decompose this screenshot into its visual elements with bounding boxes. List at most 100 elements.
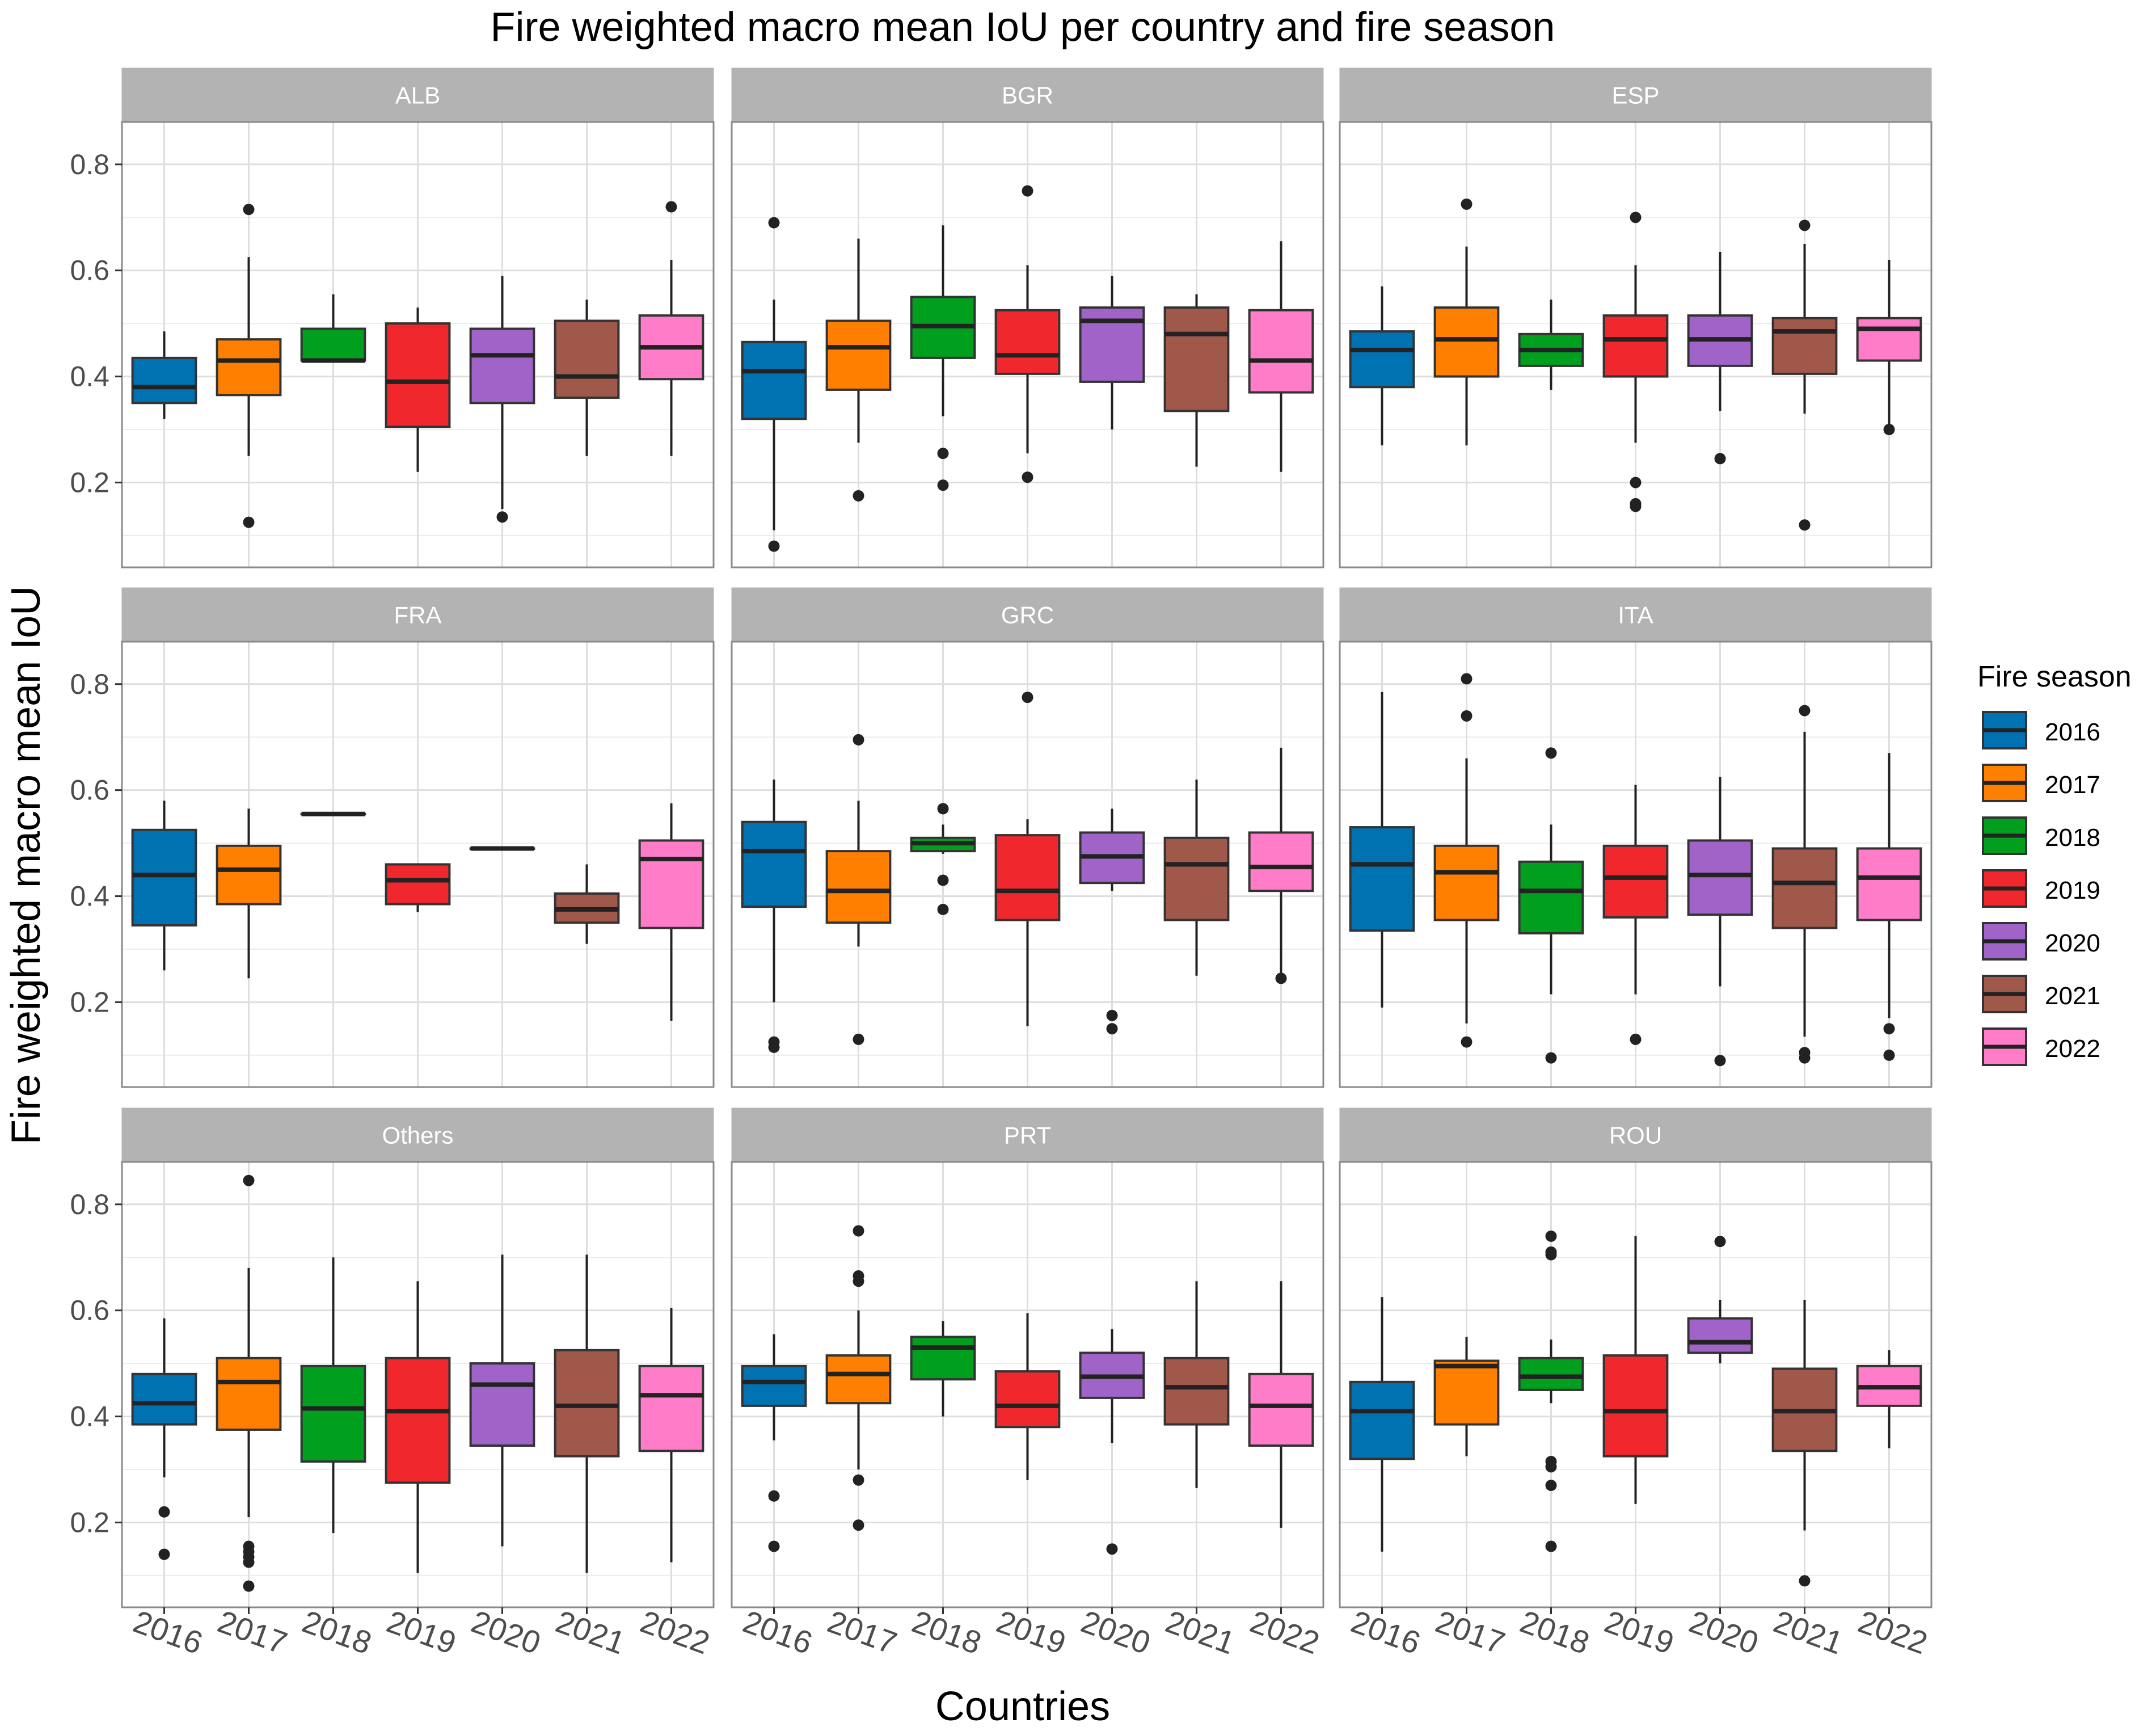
outlier-point (243, 204, 255, 216)
box-body (131, 828, 197, 926)
box-ita-2017 (1433, 673, 1500, 1048)
legend-entry-2018: 2018 (1982, 816, 2100, 855)
box-body (1856, 317, 1922, 362)
box-body (554, 319, 620, 399)
box-body (1163, 306, 1230, 412)
y-tick-label: 0.6 (70, 774, 109, 806)
box-bgr-2020 (1079, 276, 1145, 430)
box-rou-2022 (1856, 1350, 1922, 1448)
box-body (994, 834, 1061, 921)
legend-entry-2019: 2019 (1982, 869, 2100, 908)
legend: Fire season 2016 2017 2018 2019 2020 2021 2022 (1977, 660, 2132, 1066)
y-tick-label: 0.4 (70, 361, 109, 393)
outlier-point (1106, 1009, 1118, 1021)
box-body (1518, 1357, 1584, 1391)
outlier-point (937, 479, 949, 491)
box-prt-2021 (1163, 1281, 1230, 1488)
box-body (741, 1364, 807, 1407)
outlier-point (1799, 1052, 1811, 1064)
facet-strip (731, 1107, 1324, 1163)
outlier-point (1545, 1249, 1557, 1261)
box-ita-2018 (1518, 747, 1584, 1064)
outlier-point (853, 1275, 864, 1287)
box-body (385, 1357, 451, 1484)
box-rou-2017 (1433, 1337, 1500, 1456)
box-body (638, 1364, 704, 1452)
y-tick-label: 0.2 (70, 1506, 109, 1538)
y-tick-label: 0.4 (70, 1401, 109, 1433)
box-others-2019 (385, 1281, 451, 1573)
box-ita-2021 (1771, 705, 1838, 1064)
box-alb-2020 (469, 276, 535, 523)
box-prt-2018 (910, 1321, 976, 1417)
facet-strip (1339, 68, 1932, 123)
facet-strip-label: ROU (1609, 1122, 1662, 1149)
outlier-point (1883, 1023, 1895, 1035)
y-axis-title: Fire weighted macro mean IoU (3, 586, 49, 1144)
box-fra-2020 (469, 846, 535, 851)
box-fra-2018 (300, 811, 366, 816)
outlier-point (496, 511, 508, 523)
outlier-point (1545, 1230, 1557, 1242)
box-body (1856, 847, 1922, 921)
facet-strip (731, 587, 1324, 642)
facet-strip-label: Others (382, 1122, 453, 1149)
outlier-point (1714, 1236, 1726, 1248)
outlier-point (1022, 471, 1033, 483)
box-others-2021 (554, 1254, 620, 1573)
box-body (1687, 1317, 1753, 1354)
outlier-point (1799, 519, 1811, 531)
box-fra-2019 (385, 863, 451, 912)
outlier-point (768, 540, 780, 552)
box-body (1248, 1372, 1314, 1447)
outlier-point (937, 448, 949, 460)
box-rou-2021 (1771, 1299, 1838, 1587)
box-bgr-2016 (741, 217, 807, 552)
box-body (1687, 839, 1753, 916)
box-alb-2019 (385, 308, 451, 472)
outlier-point (1461, 673, 1473, 685)
box-body (994, 1370, 1061, 1429)
box-body (1602, 1354, 1669, 1458)
outlier-point (853, 734, 864, 746)
facet-strip-label: ITA (1618, 602, 1653, 629)
box-body (741, 340, 807, 420)
box-body (131, 356, 197, 405)
legend-label: 2021 (2045, 982, 2100, 1010)
outlier-point (158, 1506, 170, 1518)
box-rou-2018 (1518, 1230, 1584, 1552)
box-body (910, 1336, 976, 1381)
box-body (825, 1354, 892, 1405)
panel-border (731, 121, 1324, 568)
y-tick-label: 0.2 (70, 986, 109, 1018)
outlier-point (768, 217, 780, 229)
facet-panel-ita: ITA (1339, 587, 1933, 1088)
outlier-point (1714, 453, 1726, 465)
outlier-point (937, 803, 949, 815)
box-body (1602, 844, 1669, 919)
box-grc-2019 (994, 692, 1061, 1026)
facet-panel-grc: GRC (731, 587, 1324, 1088)
outlier-point (1275, 972, 1287, 984)
box-body (1163, 836, 1230, 921)
facet-strip-label: ALB (395, 82, 440, 109)
outlier-point (1461, 1036, 1473, 1048)
box-body (300, 327, 366, 362)
facet-strip (1339, 587, 1932, 642)
box-fra-2021 (554, 864, 620, 944)
legend-label: 2016 (2045, 718, 2100, 746)
outlier-point (1883, 424, 1895, 436)
box-body (385, 863, 451, 905)
box-body (825, 319, 892, 391)
legend-entry-2017: 2017 (1982, 764, 2100, 802)
facet-panel-alb: ALB 0.2 0.4 0.6 0.8 (70, 68, 715, 568)
outlier-point (1461, 710, 1473, 722)
box-grc-2018 (910, 803, 976, 915)
facet-strip (121, 68, 714, 123)
box-others-2018 (300, 1257, 366, 1534)
outlier-point (768, 1041, 780, 1053)
outlier-point (1545, 1480, 1557, 1492)
box-body (469, 327, 535, 405)
facet-strip (731, 68, 1324, 123)
